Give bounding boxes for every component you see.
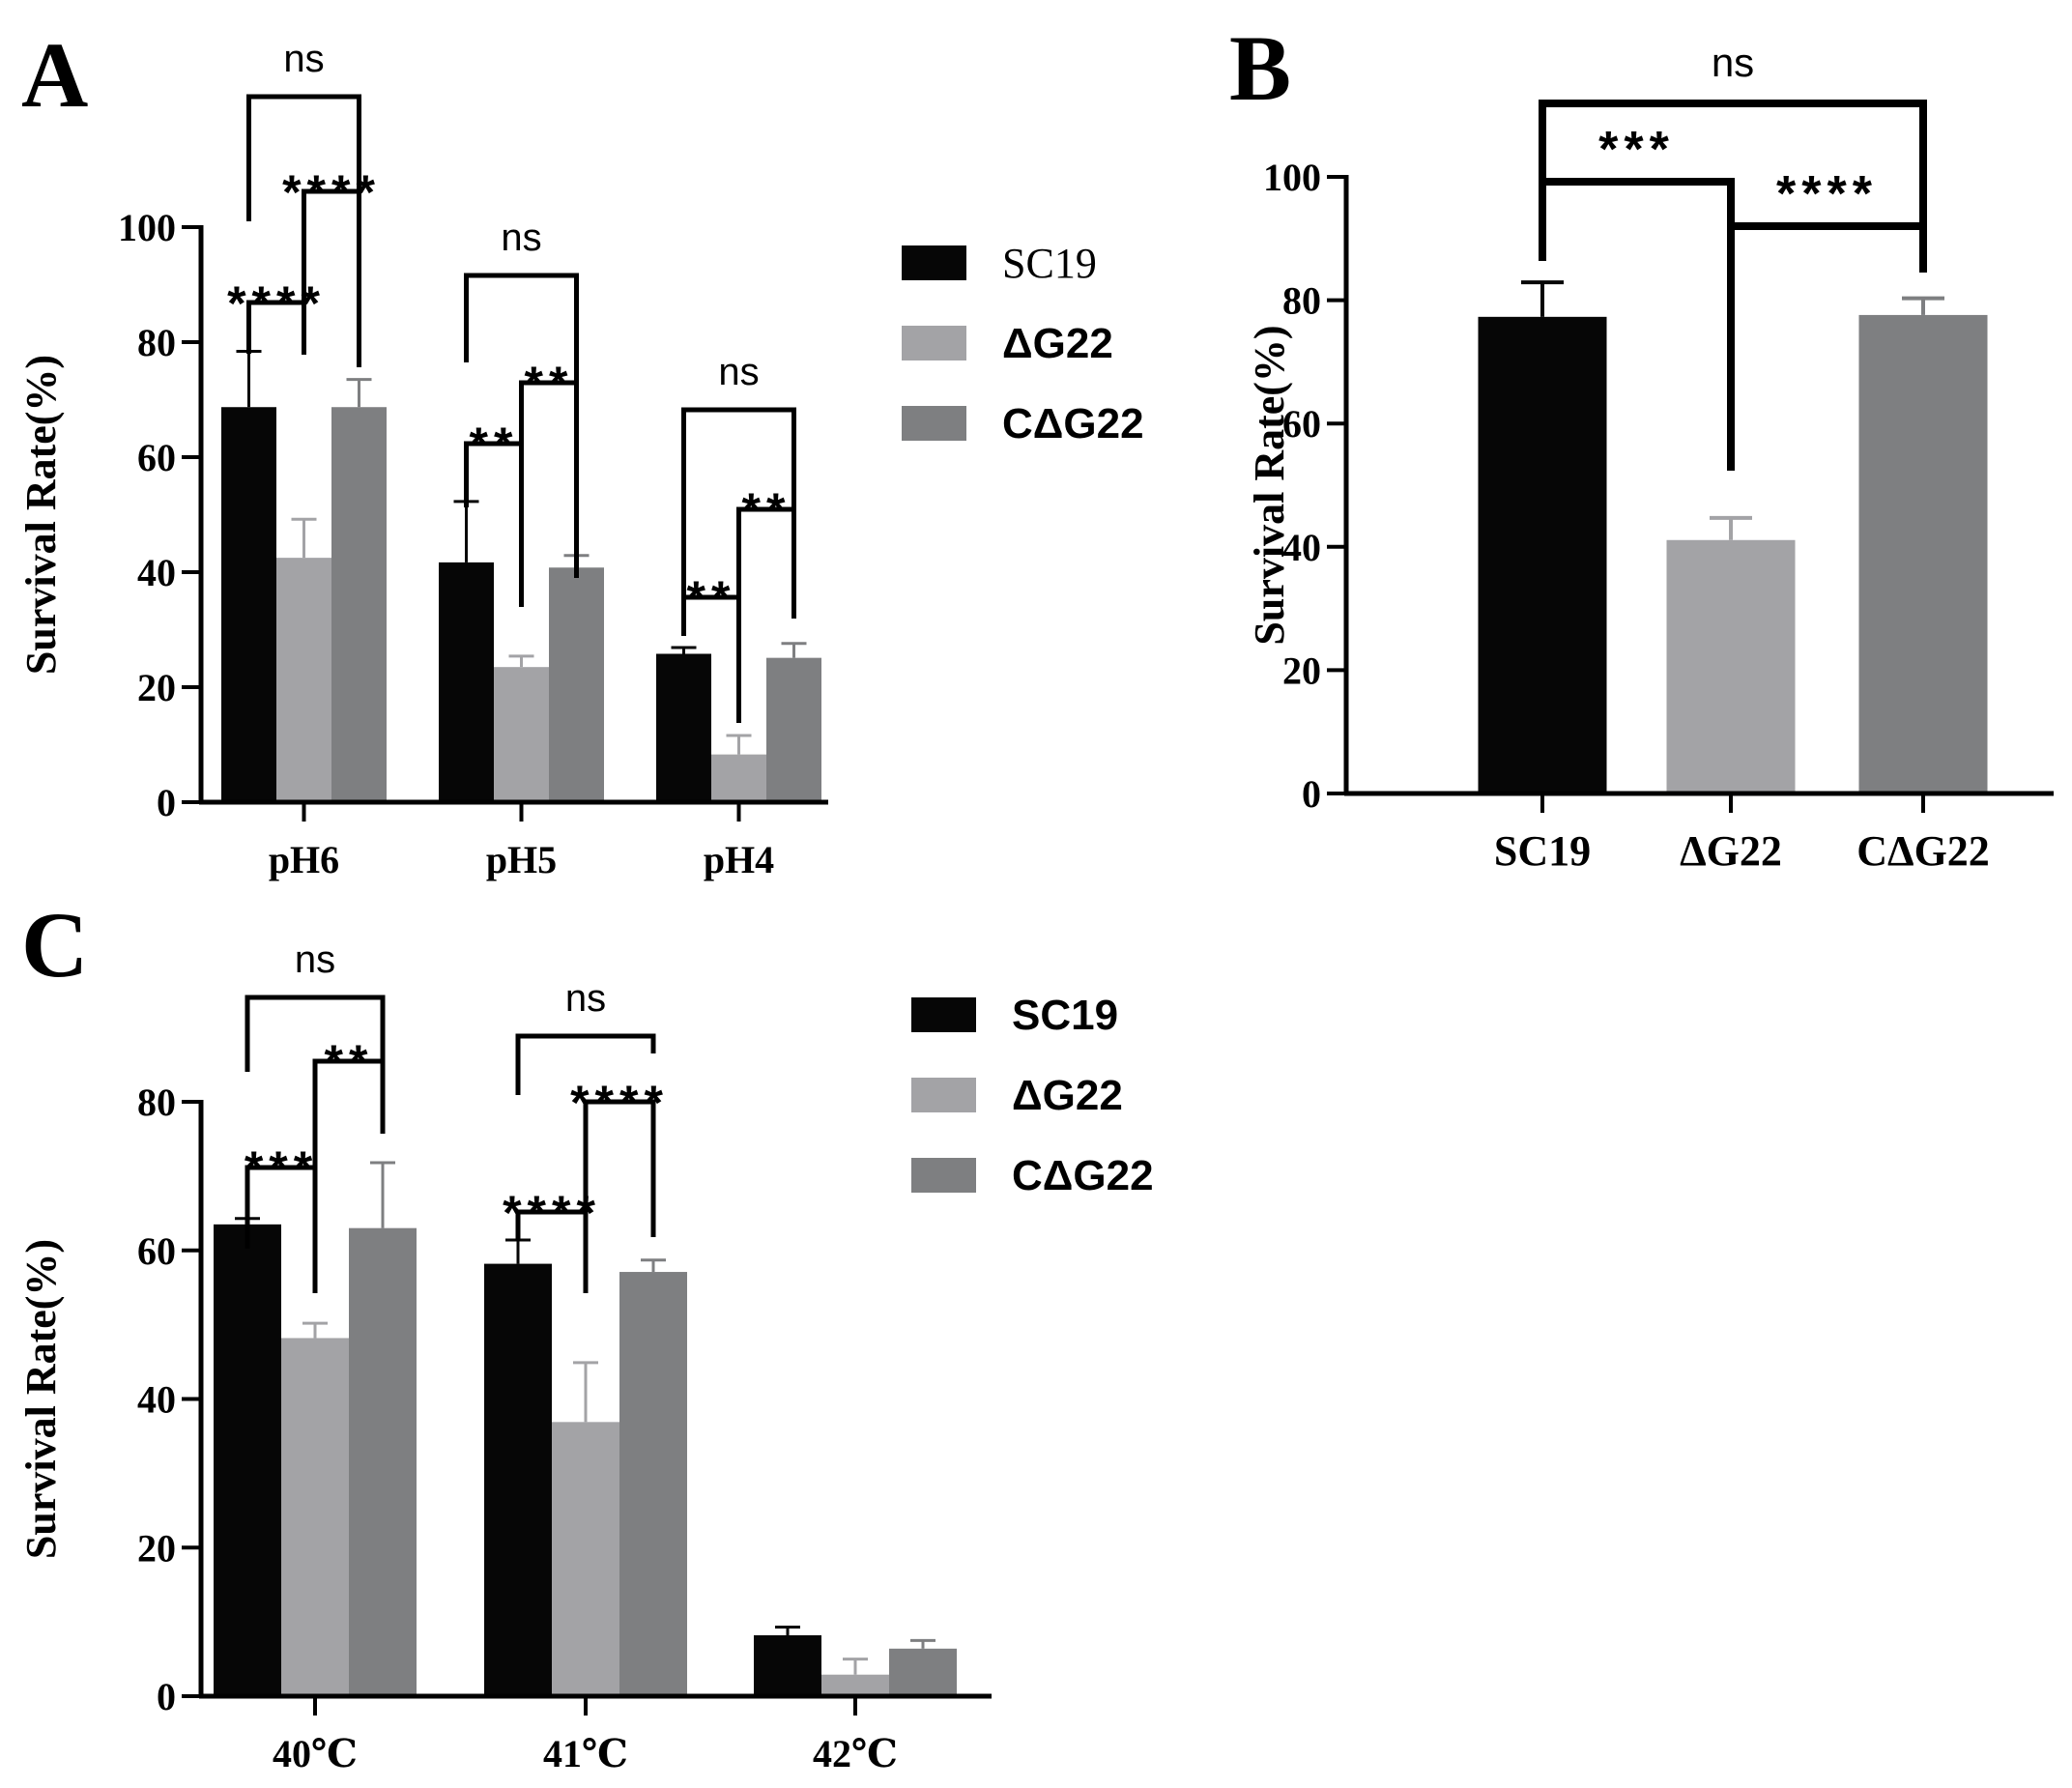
panel-label-c: C — [21, 893, 88, 996]
y-tick-label: 60 — [1282, 402, 1321, 446]
significance-bracket — [681, 407, 796, 619]
x-tick-label: 41℃ — [543, 1732, 628, 1775]
significance-label: ns — [565, 977, 606, 1020]
bar-ΔG22-pH4 — [711, 754, 766, 802]
legend-swatch-SC19 — [911, 997, 976, 1032]
significance-label: *** — [245, 1141, 318, 1196]
significance-bracket — [246, 94, 361, 367]
y-tick-label: 60 — [137, 436, 176, 479]
y-tick-label: 40 — [137, 1378, 176, 1422]
significance-label: **** — [503, 1186, 601, 1240]
bar-CΔG22-42℃ — [889, 1648, 957, 1696]
significance-label: ns — [718, 351, 759, 393]
bar-SC19-40℃ — [214, 1224, 281, 1696]
y-tick-label: 80 — [137, 1081, 176, 1124]
legend-swatch-SC19 — [902, 245, 966, 280]
bar-ΔG22-pH5 — [494, 667, 549, 802]
y-tick-label: 80 — [1282, 279, 1321, 323]
bar-SC19-pH6 — [221, 407, 276, 802]
significance-label: **** — [227, 276, 326, 331]
y-tick-label: 80 — [137, 321, 176, 364]
significance-bracket — [464, 273, 579, 578]
significance-bracket — [1539, 100, 1927, 273]
y-tick-label: 20 — [137, 666, 176, 709]
y-axis-label: Survival Rate(%) — [17, 355, 65, 675]
significance-label: ** — [687, 571, 736, 625]
bar-CΔG22 — [1858, 314, 1988, 793]
bar-SC19-42℃ — [754, 1634, 821, 1696]
significance-label: ** — [470, 418, 519, 472]
bar-CΔG22-41℃ — [619, 1272, 687, 1696]
significance-label: ** — [525, 357, 574, 411]
legend-label: CΔG22 — [1012, 1152, 1154, 1199]
y-tick-label: 100 — [1263, 156, 1321, 199]
significance-label: ** — [742, 483, 791, 537]
significance-label: ns — [283, 38, 324, 80]
bar-CΔG22-pH4 — [766, 657, 821, 802]
bar-SC19 — [1478, 316, 1607, 793]
bar-ΔG22 — [1666, 539, 1796, 793]
significance-bracket — [245, 995, 386, 1134]
significance-label: ns — [295, 938, 335, 981]
bar-SC19-pH5 — [439, 562, 494, 802]
y-tick-label: 40 — [1282, 526, 1321, 569]
legend-label: SC19 — [1012, 992, 1118, 1039]
legend-swatch-CΔG22 — [911, 1158, 976, 1193]
bar-CΔG22-pH6 — [331, 407, 387, 802]
x-tick-label: pH5 — [486, 838, 557, 881]
bar-ΔG22-42℃ — [821, 1674, 889, 1696]
y-tick-label: 20 — [1282, 649, 1321, 692]
legend-label: CΔG22 — [1002, 400, 1144, 447]
bar-ΔG22-40℃ — [281, 1338, 349, 1696]
x-tick-label: pH4 — [704, 838, 774, 881]
significance-label: ** — [325, 1035, 374, 1089]
legend-swatch-ΔG22 — [911, 1078, 976, 1112]
significance-label: ns — [501, 216, 541, 259]
bar-CΔG22-40℃ — [349, 1227, 417, 1696]
significance-bracket — [583, 1099, 656, 1293]
bar-CΔG22-pH5 — [549, 567, 604, 802]
y-axis-label: Survival Rate(%) — [1246, 325, 1293, 645]
significance-label: ns — [1712, 40, 1754, 85]
significance-bracket — [515, 1033, 656, 1095]
x-tick-label: 40℃ — [273, 1732, 358, 1775]
x-tick-label: 42℃ — [813, 1732, 898, 1775]
legend-label: SC19 — [1002, 240, 1097, 287]
bar-SC19-pH4 — [656, 653, 711, 802]
bar-ΔG22-pH6 — [276, 558, 331, 802]
significance-label: **** — [282, 165, 381, 219]
significance-label: **** — [570, 1076, 669, 1130]
legend-swatch-ΔG22 — [902, 326, 966, 360]
legend-label: ΔG22 — [1002, 320, 1113, 367]
y-tick-label: 20 — [137, 1526, 176, 1570]
significance-label: *** — [1598, 122, 1675, 178]
y-tick-label: 60 — [137, 1229, 176, 1273]
y-tick-label: 0 — [157, 1675, 176, 1718]
panel-label-b: B — [1229, 16, 1291, 120]
y-tick-label: 0 — [1302, 772, 1321, 816]
y-tick-label: 40 — [137, 551, 176, 594]
bar-SC19-41℃ — [484, 1263, 552, 1696]
panel-label-a: A — [21, 23, 88, 127]
x-tick-label: pH6 — [269, 838, 339, 881]
y-axis-label: Survival Rate(%) — [17, 1239, 65, 1559]
legend-swatch-CΔG22 — [902, 406, 966, 441]
y-tick-label: 100 — [118, 206, 176, 249]
legend-label: ΔG22 — [1012, 1072, 1123, 1119]
x-tick-label: CΔG22 — [1856, 827, 1990, 875]
x-tick-label: ΔG22 — [1680, 827, 1782, 875]
x-tick-label: SC19 — [1494, 827, 1591, 875]
significance-label: **** — [1776, 166, 1878, 222]
bar-ΔG22-41℃ — [552, 1422, 619, 1696]
y-tick-label: 0 — [157, 781, 176, 824]
